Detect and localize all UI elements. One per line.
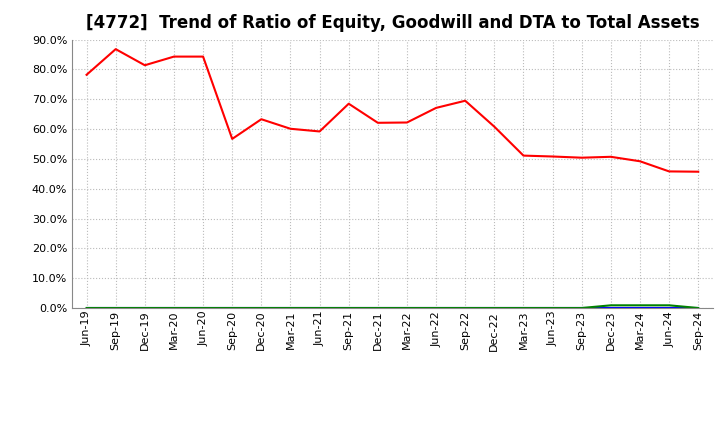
Equity: [606, 154, 615, 159]
Equity: [461, 98, 469, 103]
Deferred Tax Assets: [170, 305, 179, 311]
Deferred Tax Assets: [606, 303, 615, 308]
Equity: [344, 101, 353, 106]
Goodwill: [490, 305, 499, 311]
Equity: [112, 47, 120, 52]
Equity: [490, 124, 499, 129]
Deferred Tax Assets: [402, 305, 411, 311]
Line: Equity: Equity: [86, 49, 698, 172]
Deferred Tax Assets: [490, 305, 499, 311]
Goodwill: [636, 305, 644, 311]
Equity: [228, 136, 236, 142]
Goodwill: [286, 305, 294, 311]
Equity: [665, 169, 673, 174]
Equity: [402, 120, 411, 125]
Goodwill: [461, 305, 469, 311]
Deferred Tax Assets: [432, 305, 441, 311]
Deferred Tax Assets: [636, 303, 644, 308]
Equity: [170, 54, 179, 59]
Goodwill: [665, 305, 673, 311]
Goodwill: [519, 305, 528, 311]
Deferred Tax Assets: [461, 305, 469, 311]
Equity: [82, 72, 91, 77]
Deferred Tax Assets: [257, 305, 266, 311]
Equity: [257, 117, 266, 122]
Title: [4772]  Trend of Ratio of Equity, Goodwill and DTA to Total Assets: [4772] Trend of Ratio of Equity, Goodwil…: [86, 15, 699, 33]
Equity: [519, 153, 528, 158]
Line: Deferred Tax Assets: Deferred Tax Assets: [86, 305, 698, 308]
Goodwill: [402, 305, 411, 311]
Goodwill: [257, 305, 266, 311]
Goodwill: [82, 305, 91, 311]
Equity: [432, 105, 441, 110]
Deferred Tax Assets: [519, 305, 528, 311]
Goodwill: [228, 305, 236, 311]
Deferred Tax Assets: [374, 305, 382, 311]
Equity: [694, 169, 703, 174]
Equity: [199, 54, 207, 59]
Goodwill: [140, 305, 149, 311]
Goodwill: [577, 305, 586, 311]
Goodwill: [432, 305, 441, 311]
Goodwill: [694, 305, 703, 311]
Deferred Tax Assets: [344, 305, 353, 311]
Deferred Tax Assets: [199, 305, 207, 311]
Equity: [315, 129, 324, 134]
Deferred Tax Assets: [548, 305, 557, 311]
Deferred Tax Assets: [315, 305, 324, 311]
Goodwill: [199, 305, 207, 311]
Goodwill: [606, 305, 615, 311]
Goodwill: [170, 305, 179, 311]
Goodwill: [112, 305, 120, 311]
Deferred Tax Assets: [665, 303, 673, 308]
Equity: [577, 155, 586, 160]
Deferred Tax Assets: [82, 305, 91, 311]
Deferred Tax Assets: [577, 305, 586, 311]
Goodwill: [344, 305, 353, 311]
Deferred Tax Assets: [228, 305, 236, 311]
Deferred Tax Assets: [694, 305, 703, 311]
Goodwill: [548, 305, 557, 311]
Deferred Tax Assets: [286, 305, 294, 311]
Equity: [374, 120, 382, 125]
Goodwill: [315, 305, 324, 311]
Deferred Tax Assets: [140, 305, 149, 311]
Equity: [636, 159, 644, 164]
Equity: [286, 126, 294, 132]
Deferred Tax Assets: [112, 305, 120, 311]
Goodwill: [374, 305, 382, 311]
Equity: [140, 62, 149, 68]
Equity: [548, 154, 557, 159]
